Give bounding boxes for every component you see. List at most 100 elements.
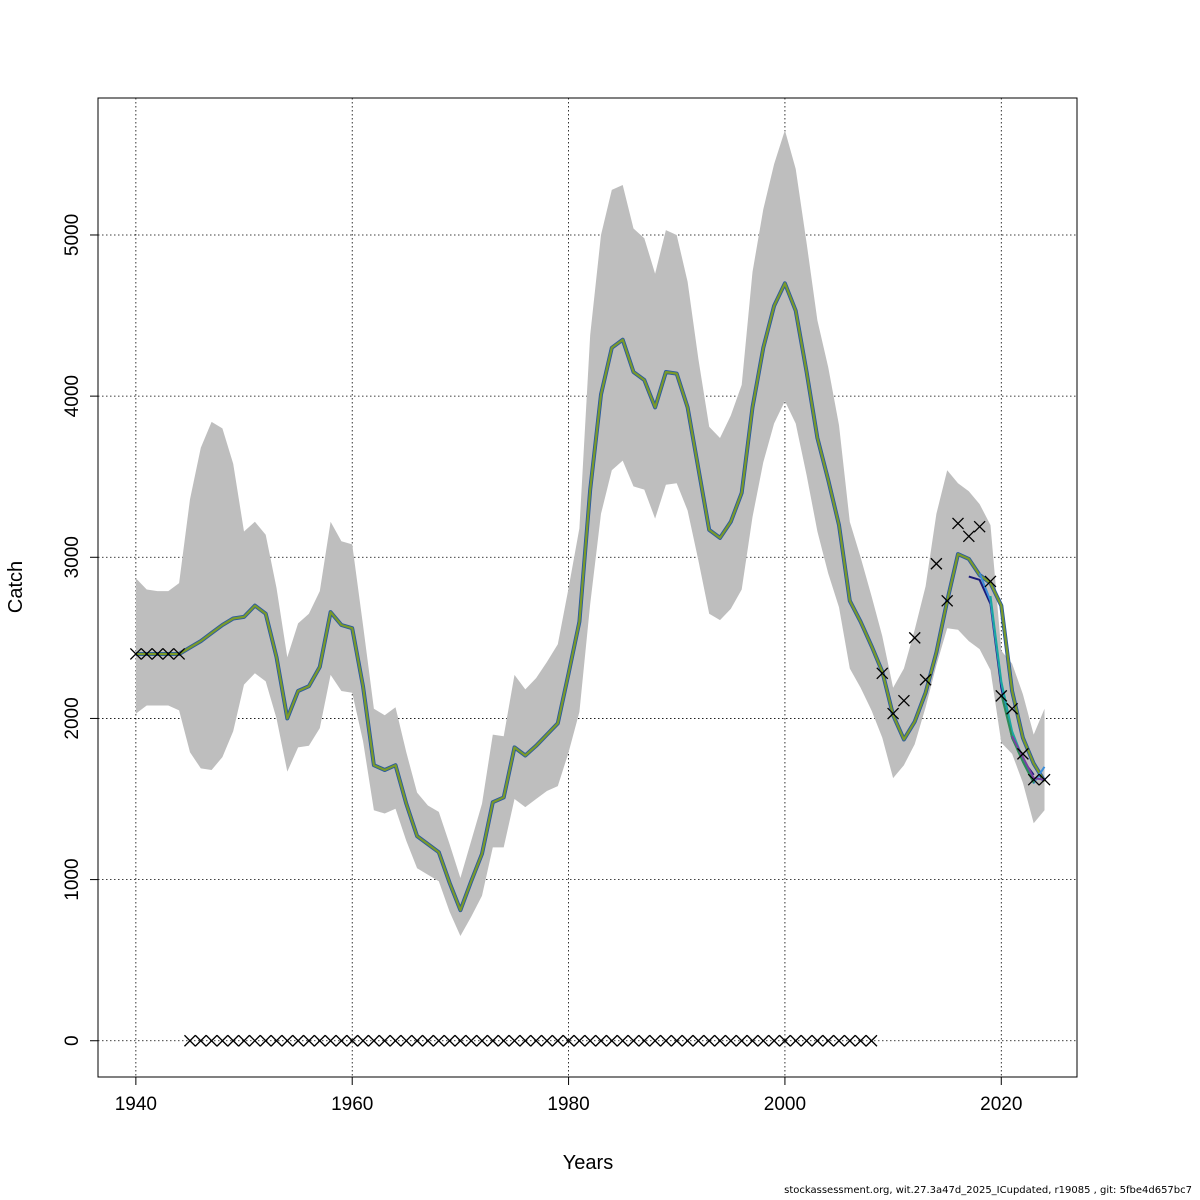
observation-marker-1971 <box>465 1034 478 1047</box>
observation-stroke-b <box>973 520 986 533</box>
observation-marker-2007 <box>854 1034 867 1047</box>
observation-marker-1956 <box>302 1034 315 1047</box>
observation-stroke-b <box>335 1034 348 1047</box>
observation-stroke-b <box>703 1034 716 1047</box>
observation-stroke-b <box>778 1034 791 1047</box>
observation-marker-1978 <box>540 1034 553 1047</box>
observation-marker-1986 <box>627 1034 640 1047</box>
observation-stroke-b <box>681 1034 694 1047</box>
observation-marker-1985 <box>616 1034 629 1047</box>
observation-stroke-b <box>129 648 142 660</box>
observation-marker-1988 <box>649 1034 662 1047</box>
observation-marker-1942 <box>151 648 164 660</box>
observation-stroke-b <box>595 1034 607 1047</box>
observation-stroke-b <box>822 1034 835 1047</box>
observation-stroke-b <box>887 707 900 720</box>
observation-stroke-b <box>800 1034 813 1047</box>
observation-marker-1970 <box>454 1034 467 1047</box>
observation-marker-1950 <box>238 1034 250 1047</box>
observation-marker-1995 <box>724 1034 737 1047</box>
observation-marker-1953 <box>270 1034 283 1047</box>
observation-stroke-b <box>497 1034 510 1047</box>
observation-stroke-b <box>811 1034 824 1047</box>
observation-stroke-b <box>357 1034 369 1047</box>
observation-stroke-b <box>746 1034 759 1047</box>
observation-marker-1965 <box>400 1034 413 1047</box>
observation-stroke-b <box>476 1034 488 1047</box>
observation-marker-1983 <box>595 1034 607 1047</box>
observation-marker-2011 <box>897 694 910 707</box>
observation-marker-1955 <box>292 1034 305 1047</box>
y-tick-label-1000: 1000 <box>62 858 83 900</box>
observation-stroke-b <box>313 1034 326 1047</box>
observation-marker-1973 <box>486 1034 499 1047</box>
observation-stroke-b <box>205 1034 218 1047</box>
observation-marker-1960 <box>346 1034 359 1047</box>
x-tick-label-1940: 1940 <box>115 1094 157 1115</box>
observation-stroke-b <box>1038 773 1051 786</box>
observation-marker-1991 <box>681 1034 694 1047</box>
observation-stroke-b <box>465 1034 478 1047</box>
observation-stroke-b <box>540 1034 553 1047</box>
observation-stroke-b <box>995 689 1008 702</box>
observation-stroke-b <box>530 1034 543 1047</box>
observation-marker-2017 <box>962 530 975 543</box>
observation-marker-1941 <box>140 648 153 660</box>
observation-marker-1964 <box>389 1034 402 1047</box>
plot-frame <box>97 97 1078 1078</box>
observation-marker-2004 <box>822 1034 835 1047</box>
observation-stroke-b <box>843 1034 856 1047</box>
observation-stroke-b <box>259 1034 272 1047</box>
observation-stroke-b <box>876 667 889 680</box>
observation-stroke-b <box>432 1034 445 1047</box>
observation-marker-2024 <box>1038 773 1051 786</box>
confidence-band <box>135 130 1045 936</box>
observation-marker-2021 <box>1006 702 1019 715</box>
observation-marker-1958 <box>324 1034 337 1047</box>
observation-marker-2000 <box>778 1034 791 1047</box>
observation-marker-1944 <box>173 648 186 660</box>
observation-stroke-b <box>292 1034 305 1047</box>
observation-marker-2014 <box>930 557 943 570</box>
observation-stroke-b <box>324 1034 337 1047</box>
observation-stroke-b <box>930 557 943 570</box>
observation-marker-1959 <box>335 1034 348 1047</box>
observation-stroke-b <box>941 594 954 607</box>
observation-marker-1967 <box>421 1034 434 1047</box>
observation-stroke-b <box>562 1034 575 1047</box>
observation-stroke-b <box>346 1034 359 1047</box>
observation-marker-2013 <box>919 673 932 686</box>
observation-marker-1968 <box>432 1034 445 1047</box>
observation-marker-1957 <box>313 1034 326 1047</box>
observation-marker-2003 <box>811 1034 824 1047</box>
observation-marker-1951 <box>248 1034 261 1047</box>
axis-layer: 1940 1960 1980 2000 2020 0 1000 2000 3000 4000 500… <box>62 97 1078 1115</box>
observation-marker-1980 <box>562 1034 575 1047</box>
observation-marker-1989 <box>659 1034 672 1047</box>
observation-stroke-b <box>584 1034 597 1047</box>
observation-marker-1996 <box>735 1034 748 1047</box>
x-tick-label-1960: 1960 <box>331 1094 373 1115</box>
y-axis-title: Catch <box>5 561 27 613</box>
observation-stroke-b <box>616 1034 629 1047</box>
observation-marker-1992 <box>692 1034 705 1047</box>
observation-stroke-b <box>854 1034 867 1047</box>
observation-marker-1981 <box>573 1034 586 1047</box>
observation-marker-2022 <box>1016 747 1029 760</box>
observation-marker-2023 <box>1027 773 1040 786</box>
observation-stroke-b <box>183 1034 196 1047</box>
observation-stroke-b <box>194 1034 207 1047</box>
observation-marker-layer <box>129 517 1051 1047</box>
observation-marker-1943 <box>162 648 175 660</box>
observation-marker-1974 <box>497 1034 510 1047</box>
observation-stroke-b <box>281 1034 294 1047</box>
observation-marker-1952 <box>259 1034 272 1047</box>
observation-marker-1945 <box>183 1034 196 1047</box>
observation-marker-1998 <box>757 1034 770 1047</box>
observation-stroke-b <box>919 673 932 686</box>
observation-marker-1966 <box>411 1034 424 1047</box>
observation-stroke-b <box>421 1034 434 1047</box>
observation-marker-2018 <box>973 520 986 533</box>
observation-stroke-b <box>551 1034 564 1047</box>
observation-marker-1961 <box>357 1034 369 1047</box>
